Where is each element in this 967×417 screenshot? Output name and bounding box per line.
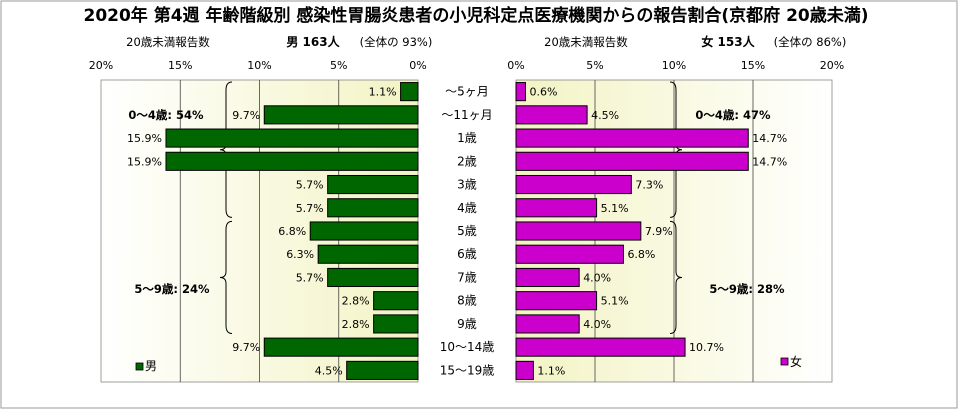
female-value-label: 4.5% bbox=[591, 109, 619, 122]
male-bar bbox=[373, 291, 419, 311]
male-header-prefix: 20歳未満報告数 bbox=[126, 35, 210, 49]
female-bar bbox=[515, 174, 632, 195]
female-value-label: 4.0% bbox=[583, 271, 611, 284]
category-label: 5歳 bbox=[457, 224, 477, 238]
male-bar bbox=[327, 198, 419, 218]
male-bar bbox=[263, 105, 419, 125]
female-value-label: 0.6% bbox=[529, 86, 557, 99]
male-value-label: 9.7% bbox=[232, 109, 260, 122]
female-bar bbox=[515, 128, 749, 148]
female-value-label: 4.0% bbox=[583, 318, 611, 331]
category-label: ～5ヶ月 bbox=[445, 85, 489, 99]
female-value-label: 10.7% bbox=[689, 341, 724, 354]
male-bar bbox=[309, 221, 419, 241]
female-value-label: 7.9% bbox=[645, 225, 673, 238]
male-tick-label: 5% bbox=[330, 59, 347, 72]
male-value-label: 2.8% bbox=[342, 318, 370, 331]
category-label: 4歳 bbox=[457, 201, 477, 215]
female-bar bbox=[515, 314, 580, 334]
male-legend-label: 男 bbox=[145, 359, 157, 373]
female-header-prefix: 20歳未満報告数 bbox=[544, 35, 628, 49]
female-group-label: 0～4歳: 47% bbox=[695, 108, 771, 122]
chart-frame bbox=[0, 0, 958, 409]
female-legend-swatch bbox=[780, 357, 789, 366]
category-label: 9歳 bbox=[457, 317, 477, 331]
female-bar bbox=[515, 291, 598, 311]
female-bar bbox=[515, 105, 588, 125]
male-bar bbox=[317, 244, 419, 264]
female-value-label: 14.7% bbox=[752, 155, 787, 168]
male-value-label: 6.8% bbox=[278, 225, 306, 238]
male-legend-swatch bbox=[135, 362, 144, 371]
male-brace-5-9 bbox=[219, 220, 233, 335]
male-value-label: 15.9% bbox=[127, 132, 162, 145]
male-tick-label: 15% bbox=[168, 59, 192, 72]
male-group-label: 0～4歳: 54% bbox=[128, 108, 204, 122]
male-bar bbox=[400, 82, 419, 102]
male-value-label: 6.3% bbox=[286, 248, 314, 261]
female-brace-0-4 bbox=[669, 81, 683, 218]
male-group-label: 5～9歳: 24% bbox=[134, 282, 210, 296]
female-bar bbox=[515, 337, 686, 357]
category-label: 2歳 bbox=[457, 154, 477, 168]
female-value-label: 5.1% bbox=[601, 202, 629, 215]
category-label: 15～19歳 bbox=[440, 363, 495, 377]
chart-title: 2020年 第4週 年齢階級別 感染性胃腸炎患者の小児科定点医療機関からの報告割… bbox=[83, 5, 868, 26]
female-bar bbox=[515, 198, 598, 218]
female-bar bbox=[515, 244, 624, 264]
female-bar bbox=[515, 360, 534, 380]
male-value-label: 4.5% bbox=[315, 364, 343, 377]
category-label: 3歳 bbox=[457, 178, 477, 192]
female-value-label: 1.1% bbox=[537, 364, 565, 377]
male-bar bbox=[327, 174, 419, 195]
male-value-label: 1.1% bbox=[369, 86, 397, 99]
female-value-label: 7.3% bbox=[635, 179, 663, 192]
male-bar bbox=[165, 128, 419, 148]
category-label: 10～14歳 bbox=[440, 340, 495, 354]
female-header-share: (全体の 86%) bbox=[774, 35, 847, 49]
female-tick-label: 20% bbox=[820, 59, 844, 72]
male-value-label: 5.7% bbox=[296, 271, 324, 284]
female-bar bbox=[515, 267, 580, 288]
category-label: ～11ヶ月 bbox=[441, 108, 492, 122]
female-header-count: 女 153人 bbox=[701, 34, 755, 49]
male-header-count: 男 163人 bbox=[286, 34, 340, 49]
category-label: 1歳 bbox=[457, 131, 477, 145]
female-value-label: 5.1% bbox=[601, 295, 629, 308]
female-group-label: 5～9歳: 28% bbox=[709, 282, 785, 296]
male-value-label: 5.7% bbox=[296, 202, 324, 215]
female-tick-label: 10% bbox=[662, 59, 686, 72]
male-tick-label: 0% bbox=[409, 59, 426, 72]
male-bar bbox=[165, 151, 419, 171]
female-bar bbox=[515, 82, 526, 102]
male-brace-0-4 bbox=[219, 81, 233, 218]
female-brace-5-9 bbox=[669, 220, 683, 335]
female-value-label: 6.8% bbox=[627, 248, 655, 261]
male-value-label: 9.7% bbox=[232, 341, 260, 354]
male-tick-label: 10% bbox=[247, 59, 271, 72]
female-value-label: 14.7% bbox=[752, 132, 787, 145]
male-bar bbox=[327, 267, 419, 288]
female-bar bbox=[515, 221, 642, 241]
female-bar bbox=[515, 151, 749, 171]
male-header-share: (全体の 93%) bbox=[360, 35, 433, 49]
male-bar bbox=[373, 314, 419, 334]
category-label: 7歳 bbox=[457, 270, 477, 284]
male-bar bbox=[346, 360, 419, 380]
male-value-label: 5.7% bbox=[296, 179, 324, 192]
female-tick-label: 0% bbox=[507, 59, 524, 72]
female-tick-label: 5% bbox=[586, 59, 603, 72]
male-tick-label: 20% bbox=[89, 59, 113, 72]
female-legend-label: 女 bbox=[790, 354, 802, 369]
category-label: 6歳 bbox=[457, 247, 477, 261]
category-label: 8歳 bbox=[457, 294, 477, 308]
female-tick-label: 15% bbox=[741, 59, 765, 72]
male-bar bbox=[263, 337, 419, 357]
male-value-label: 15.9% bbox=[127, 155, 162, 168]
male-value-label: 2.8% bbox=[342, 295, 370, 308]
